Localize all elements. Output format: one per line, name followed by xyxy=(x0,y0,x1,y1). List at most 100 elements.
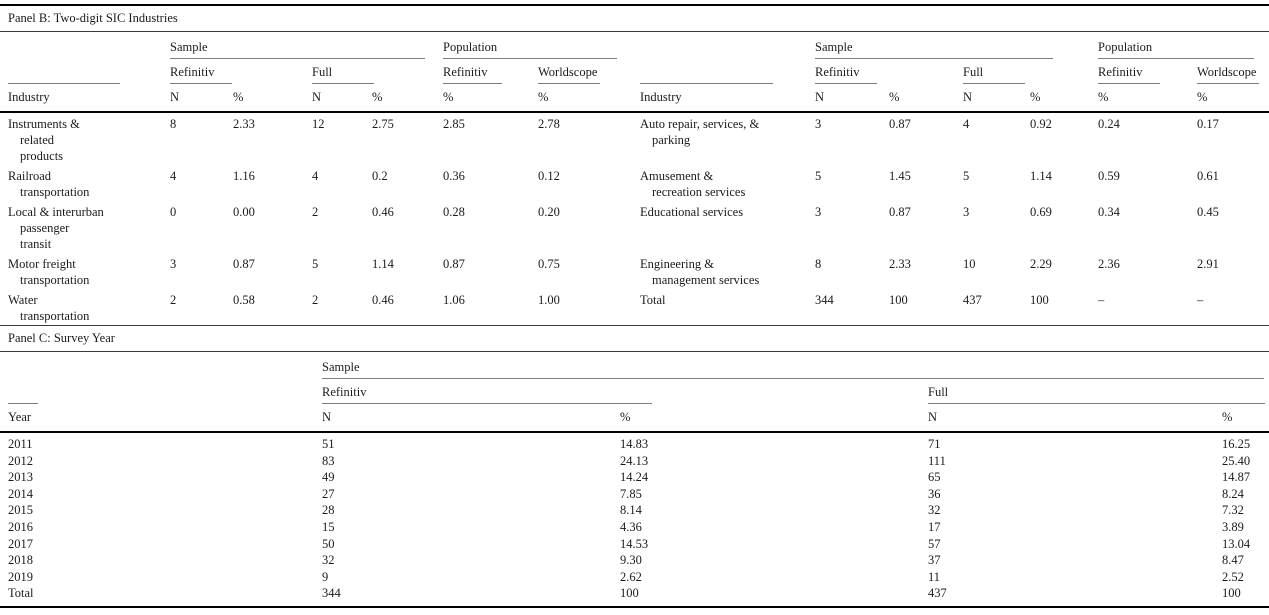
spacer-cell xyxy=(0,32,162,60)
pct-column-header: % xyxy=(1214,404,1269,433)
panel-b-group-header-row: Sample Population Sample Population xyxy=(0,32,1269,60)
population-spanner-label: Population xyxy=(1098,39,1254,59)
n-column-header: N xyxy=(162,84,225,113)
full-spanner-label: Full xyxy=(928,384,1265,404)
table-row: 2012 83 24.13 111 25.40 xyxy=(0,453,1269,470)
value-cell: 11 xyxy=(928,569,941,584)
year-cell: 2012 xyxy=(8,453,33,468)
value-cell: 9.30 xyxy=(620,553,642,568)
value-cell: 8 xyxy=(815,257,822,271)
value-cell: 32 xyxy=(322,553,335,568)
value-cell: 14.53 xyxy=(620,536,649,551)
value-cell: – xyxy=(1098,293,1105,307)
full-spanner-label: Full xyxy=(963,64,1025,84)
table-row: Local & interurban passenger transit 0 0… xyxy=(0,201,1269,253)
value-cell: 83 xyxy=(322,453,335,468)
worldscope-subheader-right: Worldscope xyxy=(1189,59,1269,84)
panel-b-table: Sample Population Sample Population Refi… xyxy=(0,31,1269,326)
value-cell: 0.36 xyxy=(443,169,465,183)
value-cell: 3 xyxy=(963,205,970,219)
table-row: 2019 9 2.62 11 2.52 xyxy=(0,569,1269,586)
value-cell: 2.78 xyxy=(538,117,560,131)
panel-b-title: Panel B: Two-digit SIC Industries xyxy=(8,11,178,25)
n-column-header: N xyxy=(807,84,881,113)
panel-c-subgroup-header-row: Refinitiv Full xyxy=(0,379,1269,404)
year-column-header: Year xyxy=(0,404,314,433)
table-row: 2013 49 14.24 65 14.87 xyxy=(0,469,1269,486)
industry-overline-cell xyxy=(0,59,162,84)
value-cell: 3.89 xyxy=(1222,519,1244,534)
year-total-cell: Total xyxy=(8,586,34,601)
value-cell: 5 xyxy=(815,169,822,183)
value-cell: 3 xyxy=(815,205,822,219)
sample-spanner-label: Sample xyxy=(170,39,425,59)
panel-c-group-header-row: Sample xyxy=(0,352,1269,380)
value-cell: 7.85 xyxy=(620,486,642,501)
sample-group-header: Sample xyxy=(314,352,1269,379)
value-cell: 37 xyxy=(928,553,941,568)
value-cell: 100 xyxy=(1222,586,1241,601)
industry-column-header: Industry xyxy=(632,84,807,113)
value-cell: 28 xyxy=(322,503,335,518)
year-cell: 2016 xyxy=(8,519,33,534)
value-cell: 0.17 xyxy=(1197,117,1219,131)
value-cell: 0.92 xyxy=(1030,117,1052,131)
refinitiv-spanner-label: Refinitiv xyxy=(322,384,652,404)
value-cell: 5 xyxy=(963,169,970,183)
value-cell: 0.61 xyxy=(1197,169,1219,183)
value-cell: 4 xyxy=(963,117,970,131)
industry-cell: Motor freight transportation xyxy=(8,257,90,287)
value-cell: 3 xyxy=(170,257,177,271)
pop-refinitiv-subheader-right: Refinitiv xyxy=(1090,59,1189,84)
worldscope-subheader-left: Worldscope xyxy=(530,59,632,84)
value-cell: 8.14 xyxy=(620,503,642,518)
sample-spanner-label: Sample xyxy=(322,359,1264,379)
table-row: 2011 51 14.83 71 16.25 xyxy=(0,432,1269,453)
full-subheader-left: Full xyxy=(304,59,435,84)
n-column-header: N xyxy=(955,84,1022,113)
value-cell: 1.16 xyxy=(233,169,255,183)
value-cell: 0.87 xyxy=(233,257,255,271)
value-cell: 8.47 xyxy=(1222,553,1244,568)
value-cell: 0.12 xyxy=(538,169,560,183)
value-cell: 13.04 xyxy=(1222,536,1251,551)
value-cell: 36 xyxy=(928,486,941,501)
value-cell: 71 xyxy=(928,437,941,451)
value-cell: 25.40 xyxy=(1222,453,1251,468)
pct-column-header: % xyxy=(1090,84,1189,113)
refinitiv-spanner-label: Refinitiv xyxy=(170,64,232,84)
full-subheader-right: Full xyxy=(955,59,1090,84)
value-cell: 17 xyxy=(928,519,941,534)
value-cell: 14.24 xyxy=(620,470,649,485)
n-column-header: N xyxy=(304,84,364,113)
worldscope-spanner-label: Worldscope xyxy=(538,64,600,84)
value-cell: 2.85 xyxy=(443,117,465,131)
spacer-cell xyxy=(0,352,314,380)
value-cell: 4 xyxy=(170,169,177,183)
pct-column-header: % xyxy=(1189,84,1269,113)
spacer-cell xyxy=(632,32,807,60)
value-cell: 100 xyxy=(1030,293,1049,307)
industry-column-header: Industry xyxy=(0,84,162,113)
value-cell: 0.00 xyxy=(233,205,255,219)
panel-b-column-header-row: Industry N % N % % % Industry N % N % % … xyxy=(0,84,1269,113)
table-row: Railroad transportation 4 1.16 4 0.2 0.3… xyxy=(0,165,1269,201)
value-cell: 2.91 xyxy=(1197,257,1219,271)
value-cell: 2.33 xyxy=(889,257,911,271)
industry-cell: Amusement & recreation services xyxy=(640,169,746,199)
refinitiv-subheader-left: Refinitiv xyxy=(162,59,304,84)
value-cell: 1.45 xyxy=(889,169,911,183)
year-cell: 2013 xyxy=(8,470,33,485)
table-row: Instruments & related products 8 2.33 12… xyxy=(0,112,1269,165)
value-cell: 0.45 xyxy=(1197,205,1219,219)
value-cell: 1.14 xyxy=(372,257,394,271)
panel-b-subgroup-header-row: Refinitiv Full Refinitiv Worldscope Refi… xyxy=(0,59,1269,84)
sample-spanner-label: Sample xyxy=(815,39,1053,59)
year-cell: 2018 xyxy=(8,553,33,568)
industry-cell: Engineering & management services xyxy=(640,257,760,287)
value-cell: 16.25 xyxy=(1222,437,1251,451)
refinitiv-subheader: Refinitiv xyxy=(314,379,920,404)
value-cell: 51 xyxy=(322,437,335,451)
pct-column-header: % xyxy=(364,84,435,113)
value-cell: 32 xyxy=(928,503,941,518)
